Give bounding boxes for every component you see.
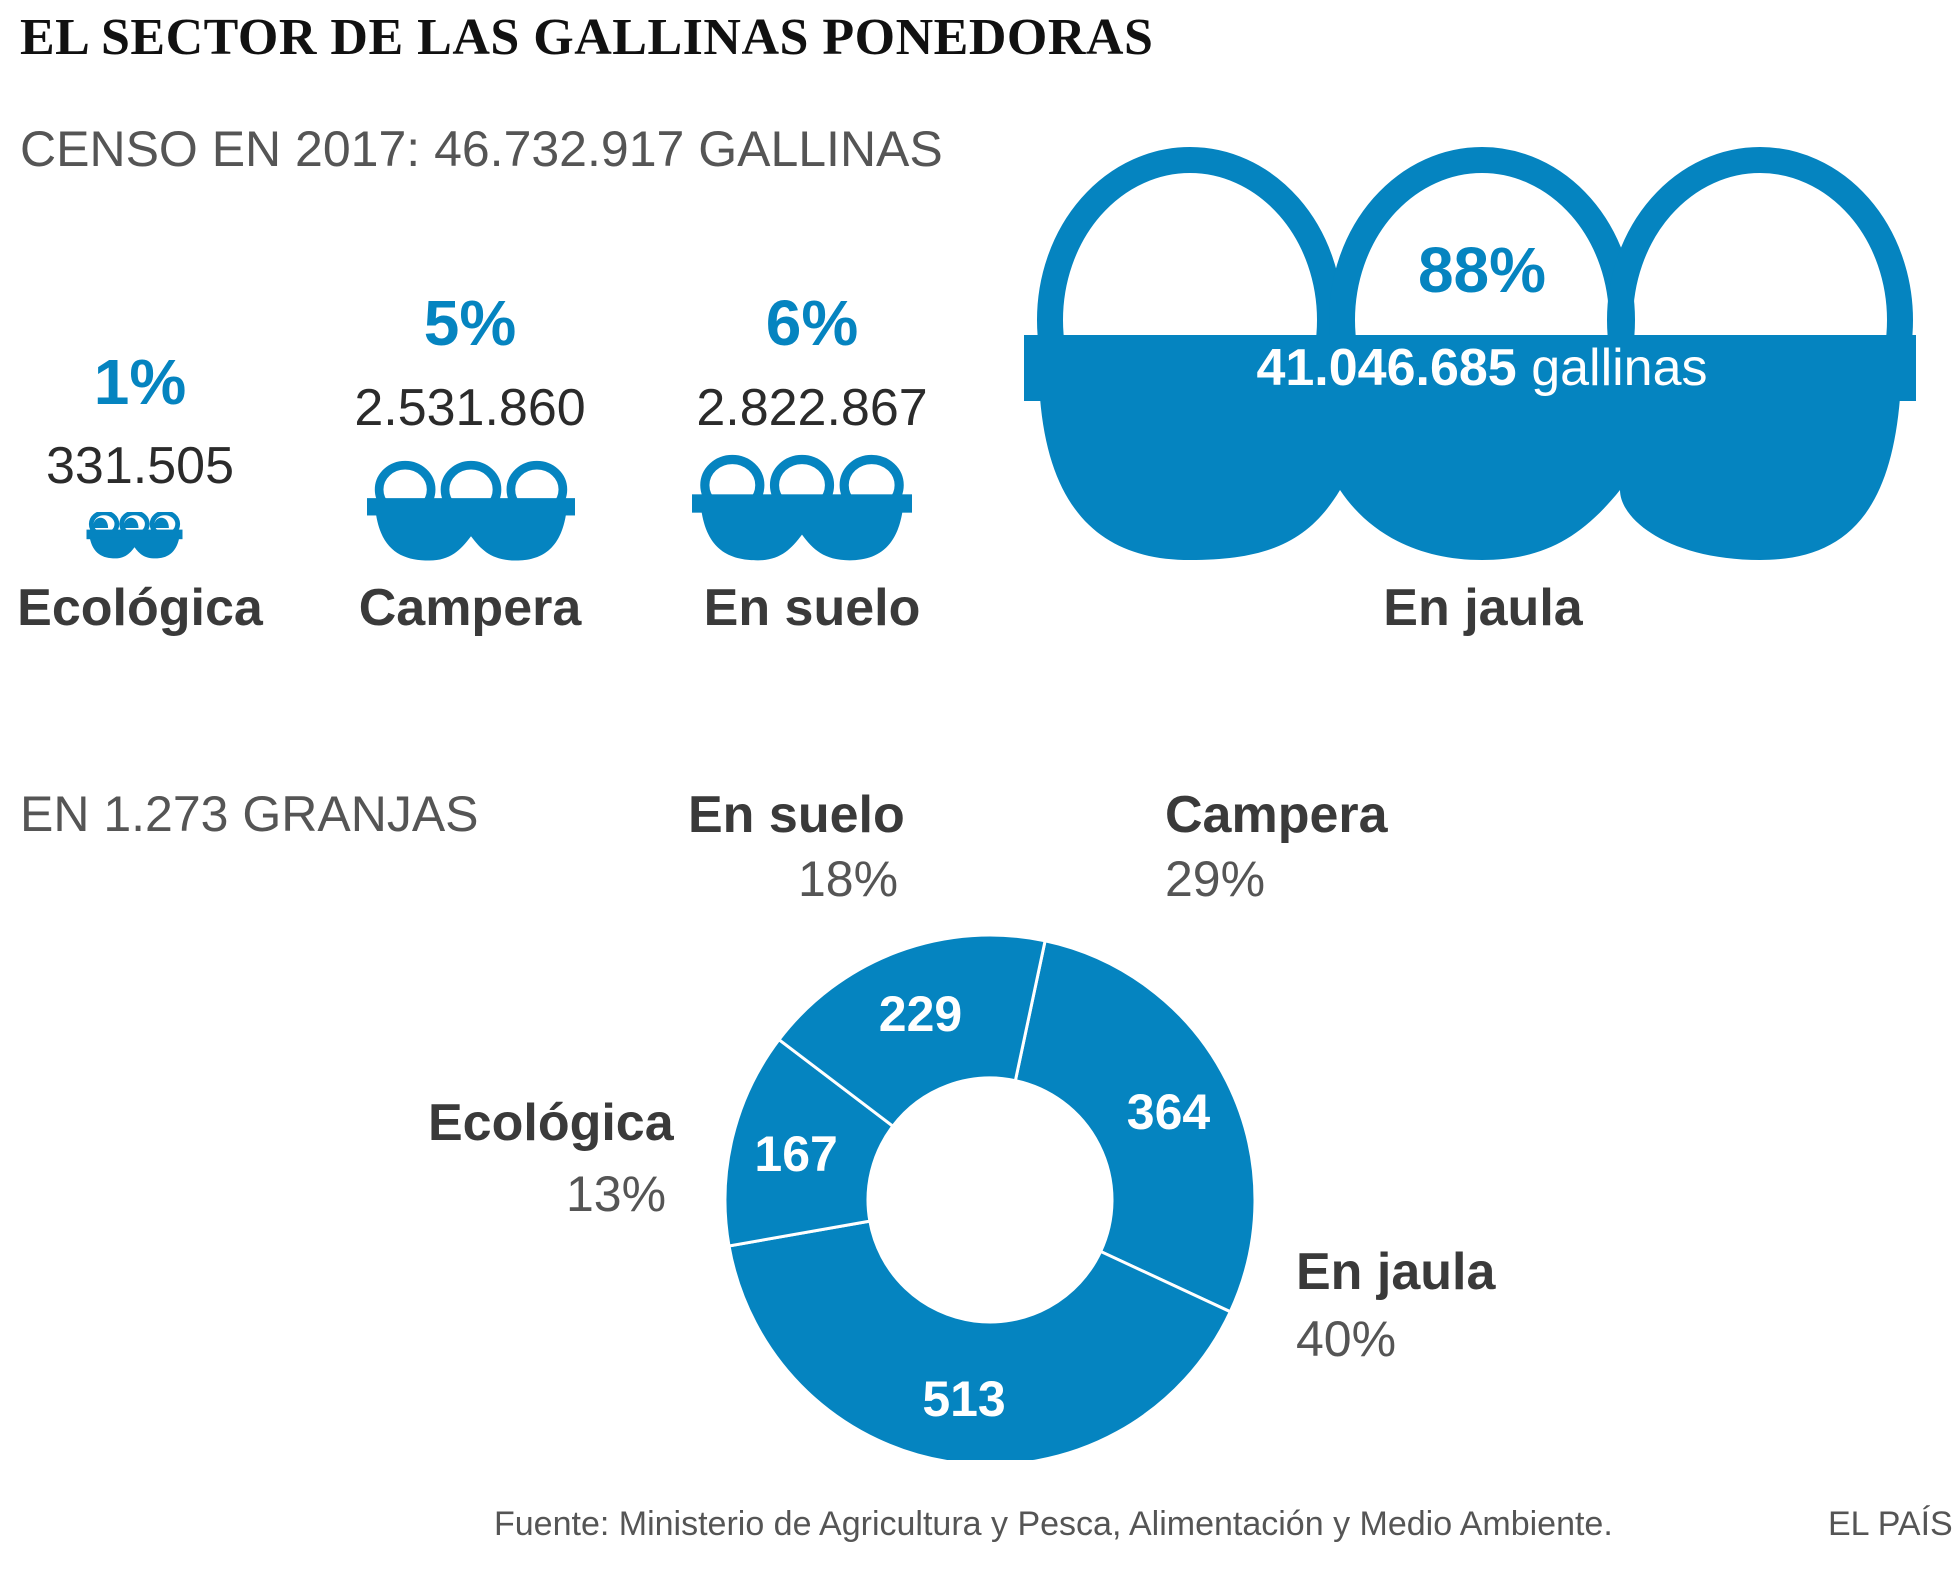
donut-percent-en-suelo: 18%	[798, 851, 899, 907]
source-note: Fuente: Ministerio de Agricultura y Pesc…	[494, 1505, 1613, 1543]
donut-slice-en-suelo	[776, 933, 1047, 1129]
ecologica-count: 331.505	[46, 437, 234, 495]
donut-label-en-jaula: En jaula	[1296, 1243, 1496, 1301]
farms-heading: EN 1.273 GRANJAS	[20, 786, 479, 842]
egg-carton-icon	[692, 454, 912, 561]
donut-label-ecologica: Ecológica	[428, 1094, 674, 1152]
campera-percent: 5%	[423, 287, 517, 359]
en-jaula-unit: gallinas	[1531, 339, 1707, 397]
en-jaula-unit-space	[1517, 339, 1531, 397]
en-jaula-count-line: 41.046.685 gallinas	[1256, 339, 1707, 397]
donut-percent-ecologica: 13%	[566, 1166, 667, 1222]
donut-value-en-jaula: 513	[922, 1371, 1005, 1427]
donut-slice-ecológica	[723, 1037, 895, 1248]
brand: EL PAÍS	[1828, 1505, 1953, 1543]
campera-count: 2.531.860	[354, 379, 586, 437]
donut-percent-en-jaula: 40%	[1296, 1311, 1397, 1367]
en-jaula-label: En jaula	[1383, 579, 1583, 637]
en-suelo-label: En suelo	[703, 579, 921, 637]
census-heading: CENSO EN 2017: 46.732.917 GALLINAS	[20, 121, 943, 177]
chart-title: EL SECTOR DE LAS GALLINAS PONEDORAS	[20, 9, 1154, 66]
en-jaula-percent: 88%	[1418, 234, 1546, 306]
en-suelo-percent: 6%	[765, 287, 859, 359]
large-egg-carton-icon: 88% 41.046.685 gallinas	[1024, 147, 1916, 560]
en-suelo-count: 2.822.867	[696, 379, 928, 437]
donut-slice-campera	[1013, 939, 1257, 1314]
campera-label: Campera	[358, 579, 582, 637]
donut-value-ecológica: 167	[754, 1126, 837, 1182]
donut-slice-en-jaula	[727, 1219, 1233, 1460]
donut-value-en-suelo: 229	[879, 986, 962, 1042]
ecologica-label: Ecológica	[17, 579, 263, 637]
egg-carton-icon	[367, 460, 575, 561]
donut-label-campera: Campera	[1165, 786, 1388, 844]
donut-percent-campera: 29%	[1165, 851, 1266, 907]
egg-carton-icon	[86, 512, 183, 559]
en-jaula-count: 41.046.685	[1256, 339, 1516, 397]
donut-value-campera: 364	[1127, 1084, 1211, 1140]
farms-donut-chart: 364 513 167 229	[723, 933, 1257, 1460]
ecologica-percent: 1%	[93, 346, 187, 418]
donut-label-en-suelo: En suelo	[688, 786, 905, 844]
